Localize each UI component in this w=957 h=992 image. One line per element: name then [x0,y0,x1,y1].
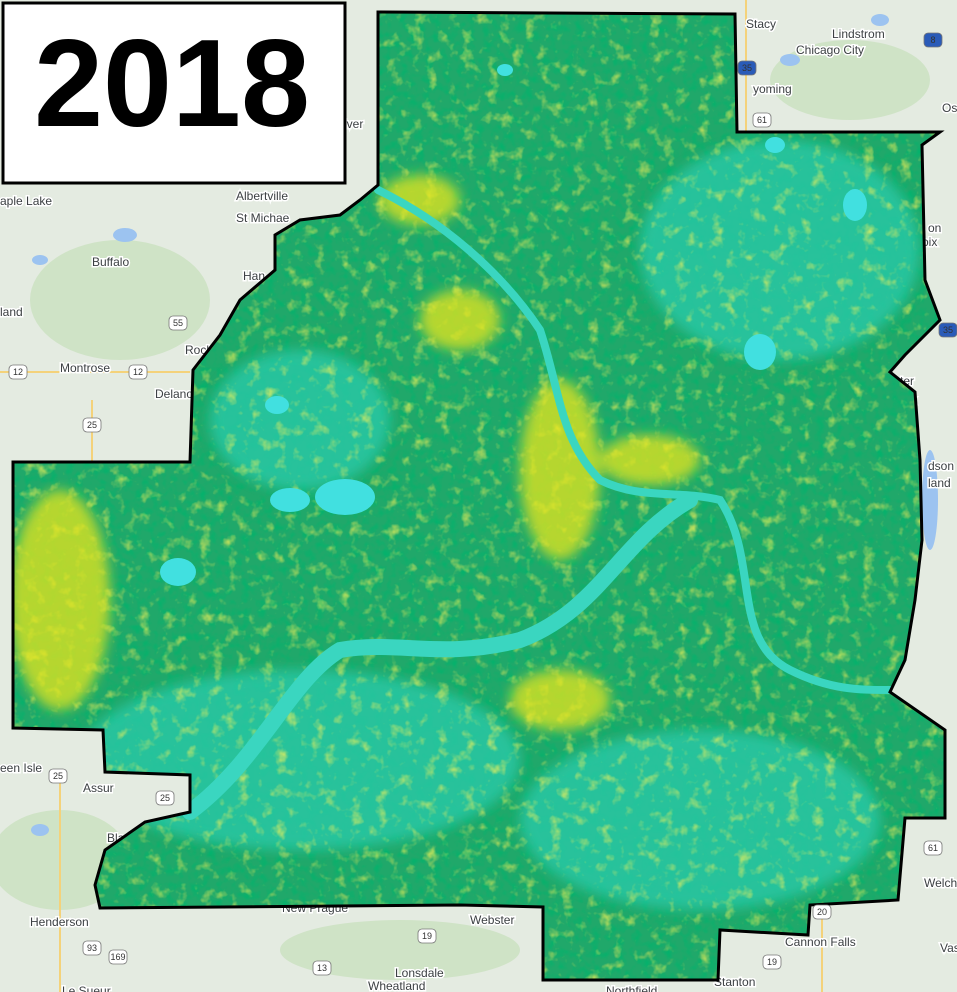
year-box [1,1,347,185]
place-label: Welch [924,876,957,890]
lakes [160,64,867,586]
route-number: 61 [928,843,938,853]
place-label: een Isle [0,761,42,775]
place-label: land [928,476,951,490]
route-number: 25 [87,420,97,430]
place-label: dson [928,459,954,473]
place-label: Le Sueur [62,984,111,992]
year-label: 2018 [34,15,310,153]
route-number: 12 [133,367,143,377]
route-number: 35 [943,325,953,335]
basemap-lakes [31,14,938,836]
route-number: 25 [160,793,170,803]
route-shields: 35 8 61 55 12 12 25 25 25 35 61 20 19 13 19 93 169 [8,32,957,976]
route-shield [737,60,757,76]
route-number: 61 [757,115,767,125]
route-shield [82,417,102,433]
route-shield [168,315,188,331]
route-shield [938,322,957,338]
route-number: 19 [422,931,432,941]
route-number: 55 [173,318,183,328]
route-shield [155,790,175,806]
place-label: Assur [83,781,114,795]
place-label: Buffalo [92,255,129,269]
route-shield [923,840,943,856]
place-label: Han [243,269,265,283]
route-shield [108,949,128,965]
place-label: Cannon Falls [785,935,856,949]
place-label: St Michae [236,211,290,225]
route-shield [128,364,148,380]
route-number: 8 [930,35,935,45]
place-label: yoming [753,82,792,96]
route-shield [752,112,772,128]
route-shield [417,928,437,944]
route-number: 93 [87,943,97,953]
place-label: aple Lake [0,194,52,208]
place-label: iver [344,117,363,131]
place-label: Delano [155,387,193,401]
route-number: 169 [110,952,125,962]
rivers [182,186,894,820]
place-label: Albertville [236,189,288,203]
route-shield [923,32,943,48]
place-label: land [0,305,23,319]
route-shield [762,954,782,970]
route-number: 19 [767,957,777,967]
route-number: 35 [742,63,752,73]
place-label: Chicago City [796,43,864,57]
route-shield [8,364,28,380]
place-label: Vas [940,941,957,955]
place-label: Stacy [746,17,776,31]
place-label: Webster [470,913,514,927]
route-shield [82,940,102,956]
route-number: 13 [317,963,327,973]
place-label: Northfield [606,984,657,992]
basemap-roads [0,0,823,992]
raster-urban [13,175,700,730]
route-number: 20 [817,907,827,917]
place-label: Wheatland [368,979,425,992]
route-number: 12 [13,367,23,377]
route-shield [48,768,68,784]
route-shield [812,904,832,920]
place-label: Os [942,101,957,115]
route-number: 25 [53,771,63,781]
place-label: Montrose [60,361,110,375]
place-label: Stanton [714,975,755,989]
place-label: Henderson [30,915,89,929]
place-label: Lindstrom [832,27,885,41]
place-label: Lonsdale [395,966,444,980]
route-shield [312,960,332,976]
